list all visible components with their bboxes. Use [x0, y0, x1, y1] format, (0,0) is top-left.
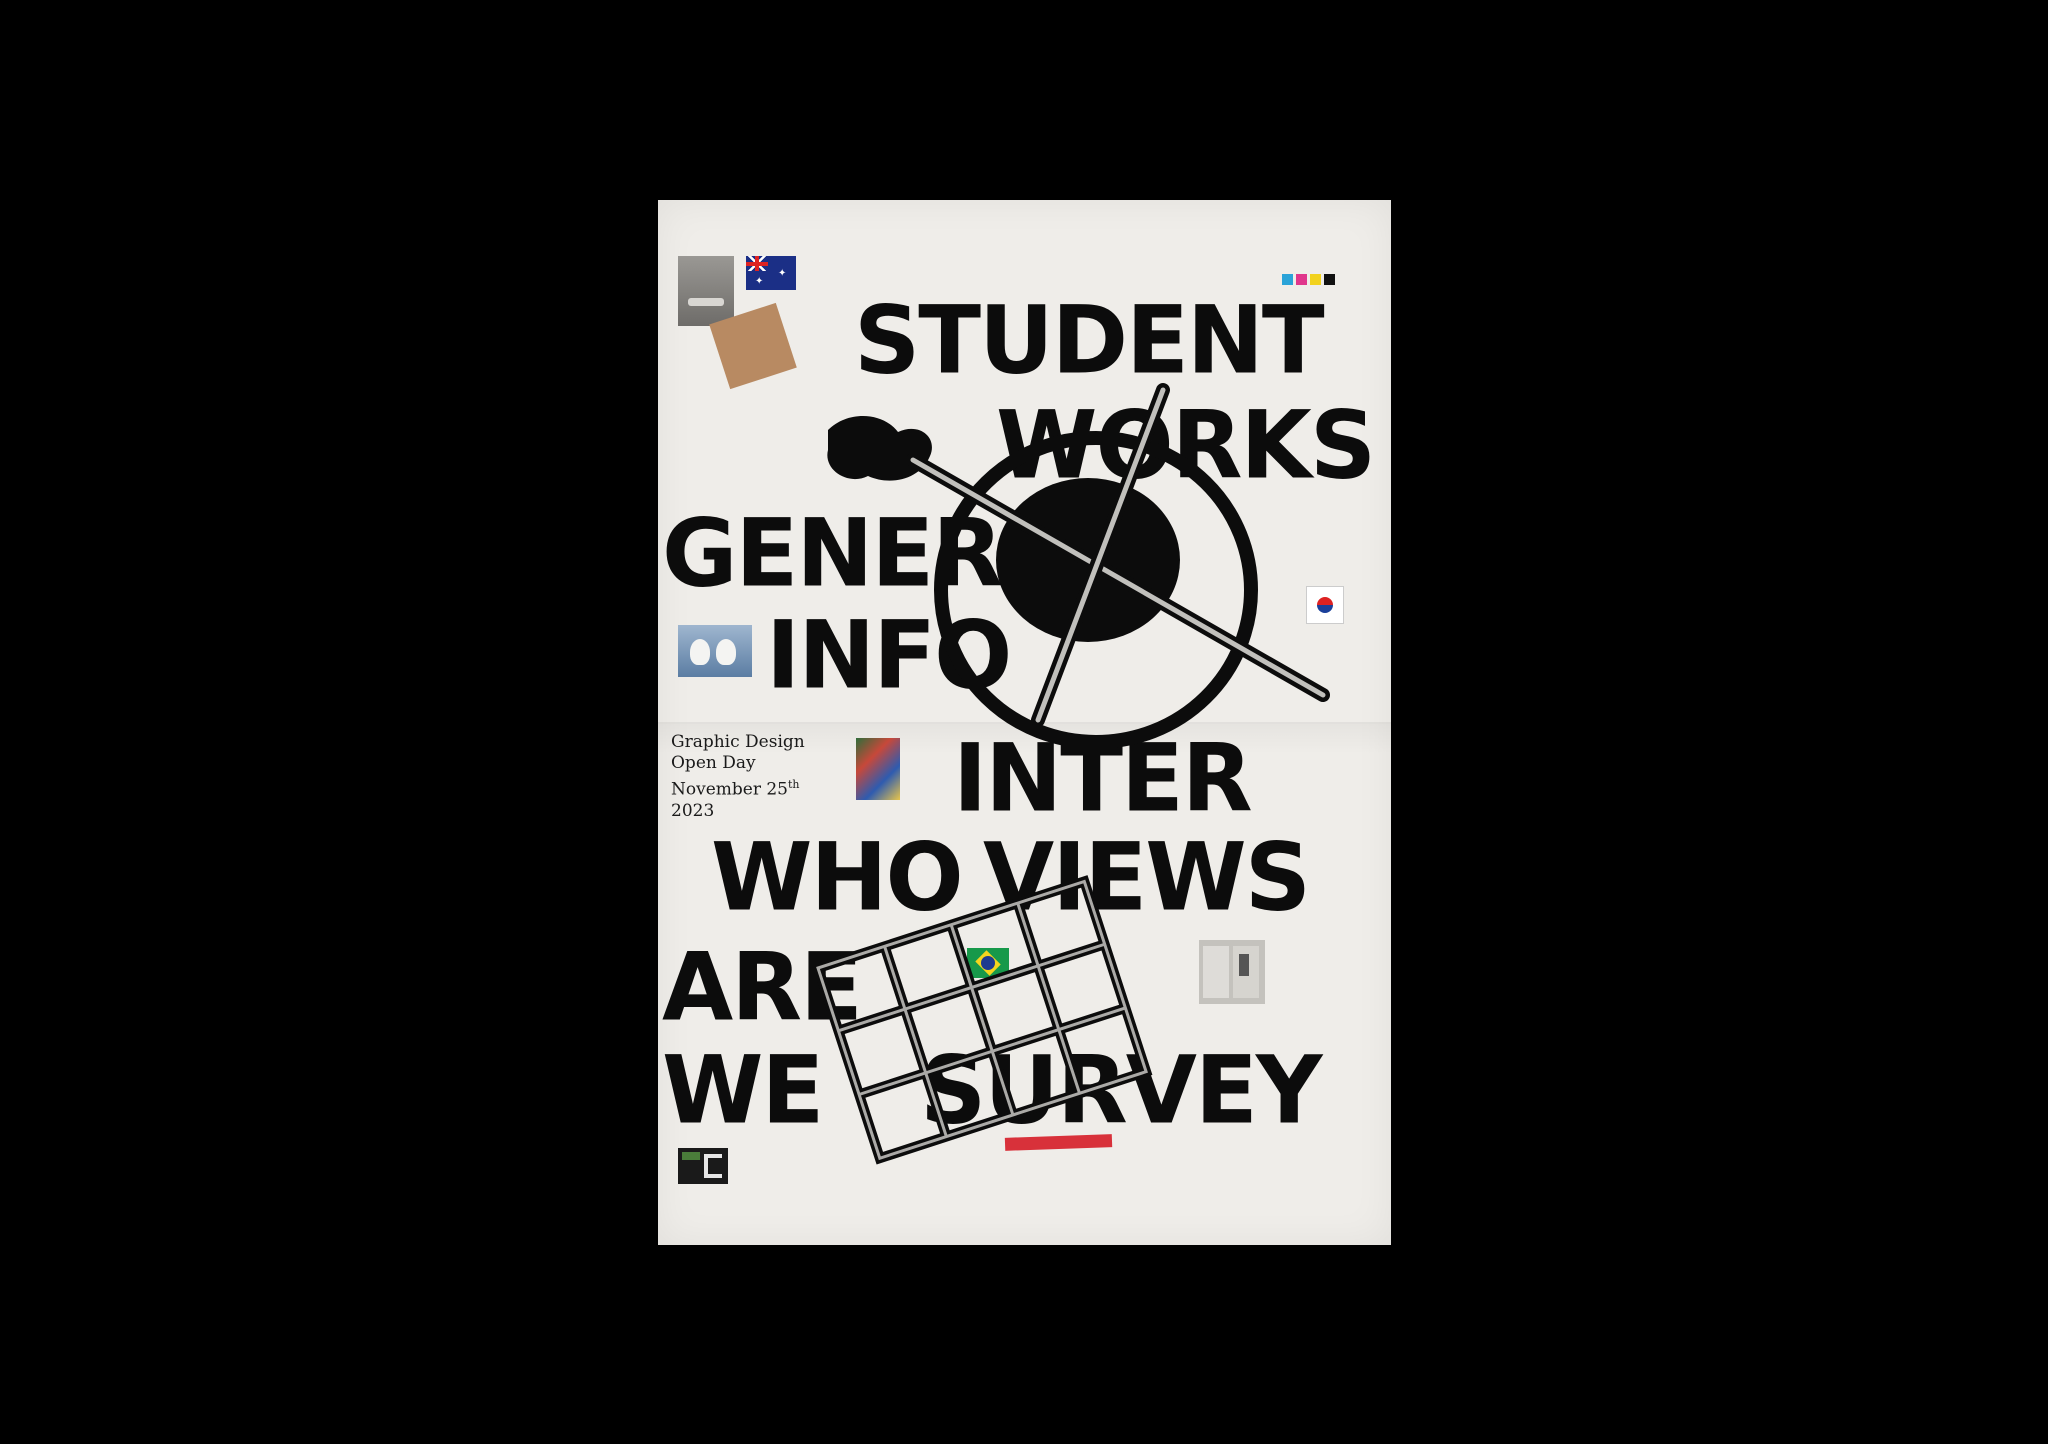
- hand-drawn-marks: [811, 383, 1330, 1165]
- drawn-circle: [934, 431, 1258, 749]
- info-line-date: November 25th: [671, 774, 805, 801]
- painting-photo: [856, 738, 900, 800]
- info-line-program: Graphic Design: [671, 732, 805, 752]
- yellow-swatch: [1310, 274, 1321, 285]
- info-date-suffix: th: [788, 778, 800, 791]
- cyan-swatch: [1282, 274, 1293, 285]
- newspaper-spread-photo: [1199, 940, 1265, 1004]
- logo-mark: [678, 1148, 728, 1184]
- magenta-swatch: [1296, 274, 1307, 285]
- australia-flag-icon: ✦ ✦: [746, 256, 796, 290]
- info-line-event: Open Day: [671, 753, 756, 773]
- headline-student: STUDENT: [854, 285, 1325, 396]
- swans-photo: [678, 625, 752, 677]
- black-swatch: [1324, 274, 1335, 285]
- newspaper-cover: STUDENT WORKS GENERAL INFO INTER WHO VIE…: [658, 200, 1391, 1245]
- red-accent-bar: [1004, 1134, 1113, 1151]
- headline-who: WHO: [711, 822, 964, 933]
- drawn-cross-line-2-inner: [1035, 387, 1166, 723]
- cmyk-swatches: [1282, 274, 1335, 285]
- ink-blob: [827, 415, 932, 481]
- sink-photo: [678, 256, 734, 326]
- headline-we: WE: [662, 1035, 824, 1146]
- south-korea-flag-icon: [1306, 586, 1344, 624]
- headline-views: VIEWS: [983, 822, 1311, 933]
- info-date-text: November 25: [671, 779, 788, 800]
- drawn-cross-line-1-inner: [910, 457, 1326, 698]
- event-info: Graphic Design Open Day November 25th 20…: [671, 732, 805, 822]
- info-line-year: 2023: [671, 800, 715, 821]
